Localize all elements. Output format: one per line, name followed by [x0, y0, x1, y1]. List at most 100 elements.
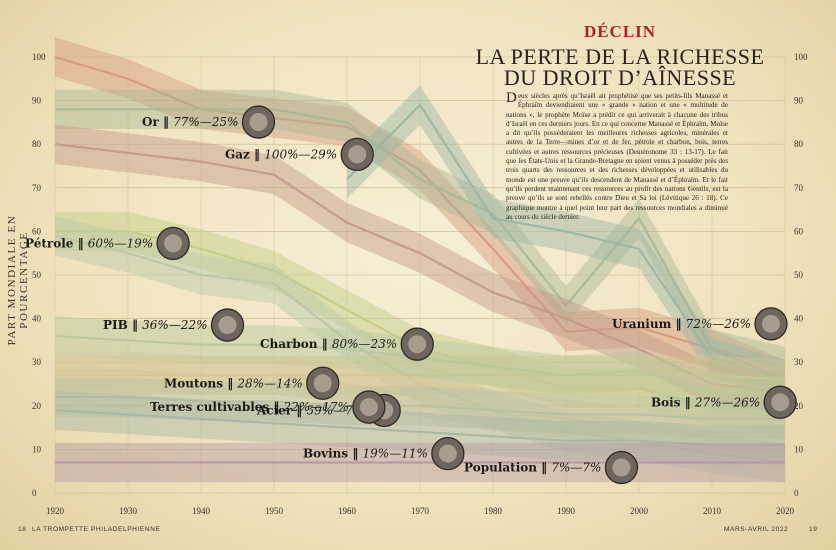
- series-label: Acier ‖ 59%—7%: [256, 403, 364, 417]
- series-label-value: 7%—7%: [551, 460, 601, 474]
- series-labels: Or ‖ 77%—25% Pétrole ‖ 60%—19% Gaz ‖ 100%—…: [25, 105, 797, 485]
- y-tick-label-right: 10: [794, 444, 804, 454]
- series-band: [55, 216, 785, 483]
- x-tick-label: 1990: [557, 506, 576, 516]
- series-label-name: PIB ‖: [103, 318, 142, 332]
- tractor-icon: [352, 390, 386, 424]
- series-label-name: Or ‖: [142, 115, 173, 129]
- y-tick-label-right: 70: [794, 183, 804, 193]
- y-tick-label-right: 40: [794, 314, 804, 324]
- series-band: [55, 316, 785, 417]
- series-label: Bois ‖ 27%—26%: [651, 395, 760, 409]
- series-band: [347, 85, 785, 400]
- cattle-icon: [431, 436, 465, 471]
- series-label-value: 27%—26%: [694, 395, 760, 409]
- icon-detail: [218, 316, 237, 335]
- series-label-value: 22%—17%: [283, 400, 349, 414]
- series-line: [54, 234, 786, 464]
- icon-detail: [438, 444, 457, 463]
- series-label-name: Population ‖: [464, 460, 551, 474]
- x-tick-label: 2010: [703, 506, 722, 516]
- page-title: LA PERTE DE LA RICHESSE DU DROIT D’AÎNES…: [440, 44, 800, 89]
- series-label: Bovins ‖ 19%—11%: [303, 447, 428, 461]
- y-tick-label-right: 100: [794, 52, 808, 62]
- x-tick-label: 1920: [46, 506, 65, 516]
- y-tick-label-right: 80: [794, 139, 804, 149]
- series-label-value: 59%—7%: [307, 403, 365, 417]
- series-band: [55, 37, 785, 400]
- x-tick-label: 2020: [776, 506, 795, 516]
- series-label-value: 77%—25%: [173, 115, 238, 129]
- x-tick-label: 2000: [630, 506, 649, 516]
- series-label-value: 36%—22%: [142, 318, 207, 332]
- footer-right-text: MARS-AVRIL 2022: [724, 526, 789, 533]
- series-label: Moutons ‖ 28%—14%: [164, 376, 303, 390]
- coin-stack-icon: [241, 105, 276, 139]
- y-tick-label-left: 90: [32, 96, 42, 106]
- y-tick-label-left: 10: [32, 444, 42, 454]
- icon-detail: [313, 374, 332, 393]
- series-label-name: Charbon ‖: [260, 337, 332, 351]
- series-band: [55, 355, 785, 400]
- icon-detail: [612, 458, 631, 477]
- icon-detail: [348, 145, 367, 164]
- kicker: DÉCLIN: [583, 22, 657, 41]
- y-tick-label-right: 90: [794, 96, 804, 106]
- y-tick-label-right: 60: [794, 226, 804, 236]
- excavator-icon: [754, 307, 788, 341]
- y-tick-label-left: 30: [32, 357, 42, 367]
- series-label: Charbon ‖ 80%—23%: [260, 337, 397, 351]
- y-tick-label-left: 80: [32, 139, 42, 149]
- series-label-name: Gaz ‖: [225, 147, 264, 161]
- series-line: [55, 374, 786, 381]
- series-band: [55, 124, 785, 413]
- series-line: [54, 409, 785, 447]
- y-tick-label-left: 40: [32, 314, 42, 324]
- y-tick-label-left: 0: [32, 488, 37, 498]
- icon-detail: [164, 234, 183, 253]
- series-band: [55, 377, 785, 439]
- footer-right-page: 19: [809, 526, 818, 533]
- series-label: Terres cultivables ‖ 22%—17%: [150, 400, 349, 414]
- series-line: [55, 395, 785, 420]
- icon-detail: [408, 335, 427, 354]
- title-line-1: LA PERTE DE LA RICHESSE: [475, 44, 765, 69]
- footer-left-page: 18: [18, 526, 27, 533]
- series-line: [55, 369, 785, 434]
- x-tick-label: 1940: [192, 506, 211, 516]
- series-label-value: 19%—11%: [363, 447, 428, 461]
- series-label-name: Uranium ‖: [612, 317, 686, 331]
- x-tick-label: 1930: [119, 506, 138, 516]
- series-label-name: Pétrole ‖: [25, 236, 88, 250]
- series-label: Pétrole ‖ 60%—19%: [25, 236, 153, 250]
- icon-detail: [771, 393, 790, 412]
- series-label: Population ‖ 7%—7%: [464, 460, 601, 474]
- series-areas: [54, 37, 786, 483]
- icon-detail: [761, 314, 780, 333]
- oil-pump-icon: [156, 226, 190, 261]
- y-tick-label-right: 30: [794, 357, 804, 367]
- series-label-value: 72%—26%: [686, 317, 751, 331]
- x-tick-label: 1950: [265, 506, 284, 516]
- series-line: [55, 108, 786, 368]
- gas-tower-icon: [340, 137, 374, 172]
- sheep-icon: [306, 366, 340, 400]
- y-tick-label-left: 100: [32, 52, 46, 62]
- cargo-ship-icon: [210, 308, 245, 342]
- coal-icon: [400, 327, 434, 361]
- series-label: Or ‖ 77%—25%: [142, 115, 238, 129]
- series-line: [54, 55, 786, 381]
- icon-detail: [359, 398, 378, 417]
- series-label: Gaz ‖ 100%—29%: [225, 147, 337, 161]
- series-label-name: Bois ‖: [651, 395, 695, 409]
- series-label-value: 80%—23%: [332, 337, 397, 351]
- series-label-value: 28%—14%: [236, 376, 302, 390]
- y-tick-label-right: 50: [794, 270, 804, 280]
- y-axis-label: PART MONDIALE EN POURCENTAGE: [6, 214, 30, 346]
- series-label-value: 100%—29%: [264, 147, 337, 161]
- lumber-icon: [763, 385, 797, 419]
- x-tick-label: 1980: [484, 506, 503, 516]
